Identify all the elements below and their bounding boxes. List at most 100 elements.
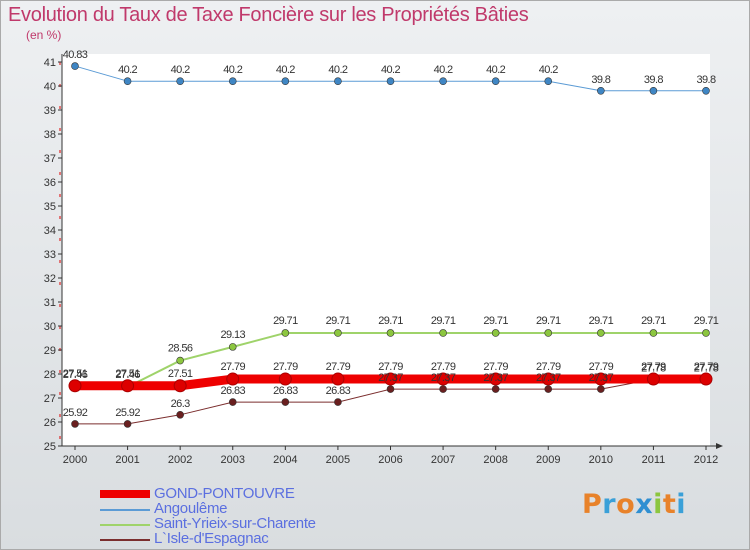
data-label: 26.83: [220, 385, 245, 397]
data-label: 25.92: [63, 407, 88, 419]
data-label: 40.2: [328, 64, 347, 76]
x-tick-label: 2005: [326, 454, 350, 466]
data-label: 27.37: [589, 372, 614, 384]
data-label: 29.71: [378, 315, 403, 327]
y-tick-label: 30: [44, 321, 56, 333]
data-label: 28.56: [168, 343, 193, 355]
data-point: [278, 372, 292, 386]
data-point: [176, 77, 184, 85]
data-label: 40.2: [434, 64, 453, 76]
data-point: [544, 385, 553, 393]
data-point: [544, 329, 553, 337]
data-point: [489, 372, 503, 386]
legend-label: L`Isle-d'Espagnac: [154, 530, 269, 547]
data-label: 27.51: [63, 368, 88, 380]
data-label: 27.37: [536, 372, 561, 384]
data-point: [123, 420, 132, 428]
data-point: [702, 329, 710, 337]
proxiti-logo: Proxiti: [582, 489, 686, 520]
logo-letter: r: [602, 489, 617, 520]
data-label: 40.2: [539, 64, 558, 76]
data-point: [71, 62, 79, 70]
y-tick-label: 40: [44, 81, 56, 93]
data-label: 27.37: [483, 372, 508, 384]
data-label: 27.78: [694, 362, 719, 374]
data-point: [491, 329, 500, 337]
x-axis-arrow: [716, 443, 723, 449]
y-tick-label: 33: [44, 249, 56, 261]
data-point: [334, 329, 342, 337]
data-point: [439, 385, 447, 393]
data-point: [281, 77, 290, 85]
data-label: 40.2: [276, 64, 295, 76]
y-tick-label: 37: [44, 153, 56, 165]
x-tick-label: 2011: [642, 454, 666, 466]
legend-swatch: [100, 539, 150, 541]
data-point: [228, 343, 237, 351]
data-label: 27.79: [483, 361, 508, 373]
y-tick-label: 36: [44, 177, 56, 189]
data-label: 27.37: [431, 372, 456, 384]
data-point: [281, 329, 290, 337]
data-point: [702, 87, 710, 95]
data-label: 29.71: [431, 315, 456, 327]
data-point: [646, 372, 660, 386]
data-label: 39.8: [591, 74, 610, 86]
logo-letter: o: [616, 489, 636, 520]
legend-swatch: [100, 509, 150, 511]
y-tick-label: 39: [44, 105, 56, 117]
data-label: 27.46: [115, 369, 140, 381]
data-label: 27.79: [378, 361, 403, 373]
data-label: 40.2: [223, 64, 242, 76]
data-point: [699, 372, 713, 386]
y-tick-label: 35: [44, 201, 56, 213]
logo-letter: P: [582, 489, 603, 520]
x-tick-label: 2010: [589, 454, 613, 466]
data-point: [281, 398, 290, 406]
x-tick-label: 2001: [115, 454, 139, 466]
y-tick-label: 25: [44, 441, 56, 453]
data-point: [649, 329, 658, 337]
data-point: [228, 398, 237, 406]
data-point: [71, 420, 79, 428]
data-label: 39.8: [696, 74, 715, 86]
y-tick-label: 26: [44, 417, 56, 429]
data-point: [491, 385, 500, 393]
data-point: [597, 87, 605, 95]
data-label: 29.71: [483, 315, 508, 327]
y-tick-label: 38: [44, 129, 56, 141]
y-tick-label: 28: [44, 369, 56, 381]
data-point: [544, 77, 553, 85]
x-tick-label: 2003: [221, 454, 245, 466]
data-label: 27.79: [273, 361, 298, 373]
data-point: [173, 379, 187, 393]
y-tick-label: 31: [44, 297, 56, 309]
data-point: [597, 385, 605, 393]
data-point: [439, 77, 447, 85]
legend-label: Angoulême: [154, 500, 228, 517]
data-point: [386, 329, 395, 337]
y-tick-label: 29: [44, 345, 56, 357]
y-tick-label: 32: [44, 273, 56, 285]
data-point: [436, 372, 450, 386]
legend-swatch: [100, 524, 150, 526]
data-label: 27.46: [63, 369, 88, 381]
data-point: [386, 77, 395, 85]
data-point: [334, 398, 342, 406]
data-point: [121, 379, 135, 393]
data-point: [594, 372, 608, 386]
data-label: 27.79: [694, 361, 719, 373]
data-point: [649, 87, 658, 95]
data-point: [491, 77, 500, 85]
data-point: [439, 329, 447, 337]
data-point: [228, 77, 237, 85]
legend-label: Saint-Yrieix-sur-Charente: [154, 515, 316, 532]
x-tick-label: 2012: [694, 454, 718, 466]
data-point: [386, 385, 395, 393]
x-tick-label: 2006: [378, 454, 402, 466]
data-label: 27.51: [115, 368, 140, 380]
data-label: 29.71: [273, 315, 298, 327]
data-label: 27.79: [326, 361, 351, 373]
data-point: [384, 372, 397, 386]
